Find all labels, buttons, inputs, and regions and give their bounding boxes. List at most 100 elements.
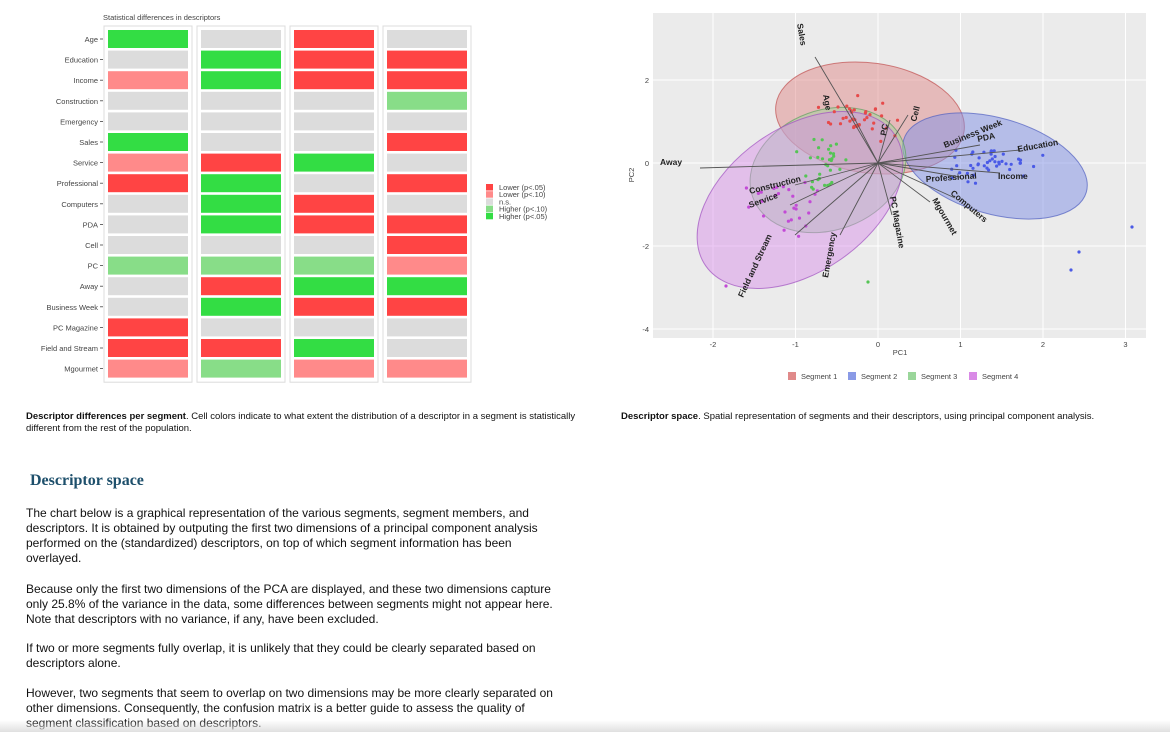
heatmap-cell	[108, 236, 188, 254]
x-tick-label: -2	[710, 340, 717, 349]
x-axis-label: PC1	[893, 348, 908, 357]
arrow-education	[877, 149, 1021, 164]
heatmap-cell	[294, 30, 374, 48]
scatter-point	[832, 110, 836, 114]
heatmap-cell	[108, 91, 188, 110]
scatter-point	[1004, 162, 1008, 166]
scatter-point	[781, 185, 785, 189]
heatmap-cell	[294, 194, 374, 213]
arrow-age	[849, 109, 879, 164]
arrow-construction	[794, 162, 879, 186]
scatter-point	[993, 154, 997, 159]
heatmap-cell	[201, 91, 281, 110]
heatmap-cell	[108, 71, 188, 90]
scatter-point	[982, 164, 986, 168]
scatter-point	[1077, 250, 1081, 254]
row-label: Construction	[56, 97, 98, 106]
row-label: Mgourmet	[64, 365, 99, 374]
arrow-income	[877, 162, 1001, 174]
scatter-point	[852, 108, 856, 112]
vector-label-income: Income	[998, 171, 1028, 181]
heatmap-caption-text: . Cell colors indicate to what extent th…	[26, 411, 576, 434]
heatmap-cell	[108, 297, 188, 316]
scatter-point	[1022, 174, 1026, 178]
legend-label: n.s.	[499, 197, 511, 206]
scatter-point	[870, 127, 874, 131]
section-paragraph-1: The chart below is a graphical represent…	[26, 506, 538, 565]
scatter-point	[844, 115, 848, 120]
scatter-point	[776, 192, 781, 196]
scatter-point	[955, 164, 959, 168]
arrow-away	[699, 162, 879, 169]
heatmap-cell	[387, 215, 467, 234]
scatter-point	[807, 211, 811, 215]
vector-label-age: Age	[821, 94, 834, 112]
pca-caption-text: . Spatial representation of segments and…	[698, 411, 1095, 422]
legend-swatch	[486, 205, 493, 213]
heatmap-cell	[387, 174, 467, 193]
row-label: Service	[73, 159, 98, 168]
scatter-point	[856, 94, 860, 98]
scatter-point	[977, 156, 981, 160]
x-tick-label: 3	[1123, 340, 1127, 349]
scatter-point	[773, 193, 778, 197]
heatmap-cell	[108, 30, 188, 48]
row-label: Emergency	[60, 117, 98, 126]
heatmap-cell	[108, 50, 188, 69]
scatter-point	[971, 173, 975, 177]
scatter-point	[862, 118, 867, 122]
legend-swatch	[969, 372, 977, 380]
scatter-point	[950, 176, 954, 180]
scatter-point	[756, 191, 760, 195]
legend-swatch	[486, 198, 493, 205]
heatmap-cell	[387, 91, 467, 110]
row-label: Income	[73, 76, 98, 85]
heatmap-cell	[387, 297, 467, 316]
scatter-point	[1017, 157, 1021, 161]
vector-label-professional: Professional	[925, 170, 977, 184]
scatter-point	[795, 150, 799, 154]
row-label: Business Week	[46, 303, 98, 312]
scatter-point	[1032, 164, 1036, 169]
scatter-point	[812, 137, 816, 142]
heatmap-cell	[294, 297, 374, 316]
scatter-point	[797, 216, 802, 220]
legend-label: Higher (p<.10)	[499, 205, 548, 214]
legend-label: Segment 2	[861, 372, 897, 381]
scatter-point	[985, 166, 989, 170]
pca-biplot: Sales Age PC Cell Business Week PDA Educ…	[627, 13, 1146, 381]
scatter-point	[724, 284, 728, 288]
heatmap-cell	[294, 256, 374, 275]
heatmap-cell	[387, 133, 467, 151]
scatter-point	[863, 111, 867, 115]
scatter-point	[782, 228, 786, 232]
legend-label: Lower (p<.05)	[499, 183, 546, 192]
x-tick-label: 1	[958, 340, 962, 349]
scatter-point	[1001, 152, 1005, 156]
segment-column-frame-2	[196, 25, 286, 383]
heatmap-cell	[387, 30, 467, 48]
segment-column-frame-1	[103, 25, 193, 383]
arrow-cell	[877, 114, 909, 164]
scatter-point	[836, 105, 840, 109]
y-tick-label: -4	[642, 325, 649, 334]
heatmap-cell	[201, 30, 281, 48]
arrow-business-week	[877, 144, 981, 164]
heatmap-cell	[201, 215, 281, 234]
heatmap-cell	[387, 256, 467, 275]
row-label: PC	[88, 262, 99, 271]
heatmap-cell	[201, 50, 281, 69]
heatmap-cell	[294, 359, 374, 378]
heatmap-cell	[108, 112, 188, 131]
scatter-point	[817, 146, 821, 150]
scatter-point	[759, 190, 763, 194]
vector-label-pda: PDA	[976, 130, 996, 144]
heatmap-cell	[387, 359, 467, 378]
scatter-point	[792, 206, 796, 210]
scatter-point	[844, 158, 848, 162]
heatmap-cell	[201, 174, 281, 193]
scatter-point	[834, 142, 838, 146]
heatmap-cell	[108, 256, 188, 275]
scatter-point	[786, 219, 790, 223]
scatter-point	[990, 157, 994, 161]
